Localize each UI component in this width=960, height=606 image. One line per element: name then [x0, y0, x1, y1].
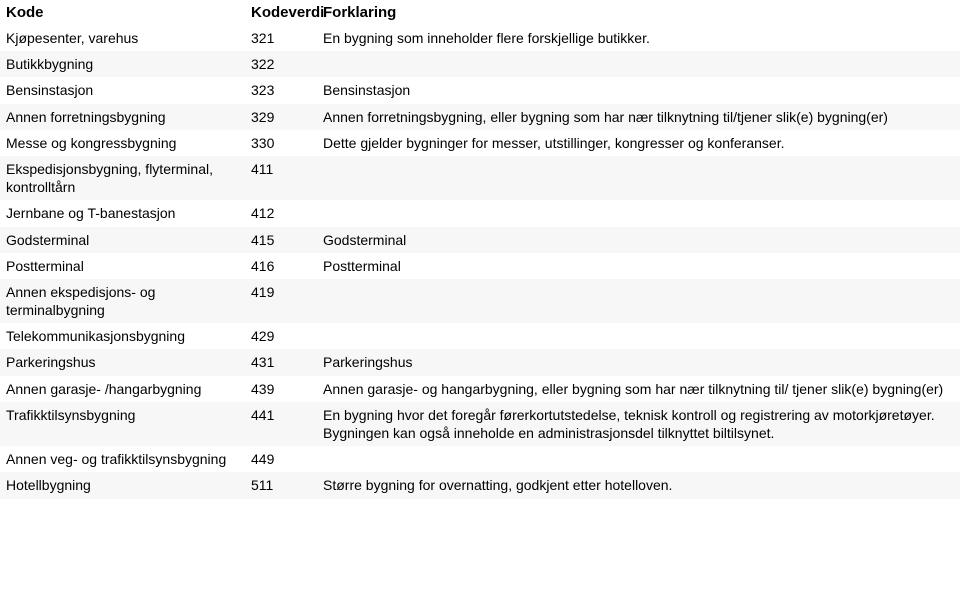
- table-row: Jernbane og T-banestasjon412: [0, 200, 960, 226]
- table-row: Annen garasje- /hangarbygning439Annen ga…: [0, 376, 960, 402]
- col-header-kode: Kode: [0, 0, 245, 25]
- cell-kodeverdi: 431: [245, 349, 317, 375]
- cell-forklaring: En bygning hvor det foregår førerkortuts…: [317, 402, 960, 446]
- cell-forklaring: Større bygning for overnatting, godkjent…: [317, 472, 960, 498]
- table-row: Hotellbygning511Større bygning for overn…: [0, 472, 960, 498]
- cell-kode: Annen ekspedisjons- og terminalbygning: [0, 279, 245, 323]
- cell-kode: Messe og kongressbygning: [0, 130, 245, 156]
- cell-kode: Ekspedisjonsbygning, flyterminal, kontro…: [0, 156, 245, 200]
- table-row: Bensinstasjon323Bensinstasjon: [0, 77, 960, 103]
- cell-kodeverdi: 441: [245, 402, 317, 446]
- cell-forklaring: [317, 279, 960, 323]
- cell-kodeverdi: 511: [245, 472, 317, 498]
- cell-kode: Trafikktilsynsbygning: [0, 402, 245, 446]
- cell-forklaring: Godsterminal: [317, 227, 960, 253]
- cell-forklaring: Annen garasje- og hangarbygning, eller b…: [317, 376, 960, 402]
- table-row: Trafikktilsynsbygning441En bygning hvor …: [0, 402, 960, 446]
- table-row: Annen veg- og trafikktilsynsbygning449: [0, 446, 960, 472]
- col-header-kodeverdi: Kodeverdi: [245, 0, 317, 25]
- cell-forklaring: Annen forretningsbygning, eller bygning …: [317, 104, 960, 130]
- cell-kodeverdi: 412: [245, 200, 317, 226]
- cell-kode: Jernbane og T-banestasjon: [0, 200, 245, 226]
- cell-kodeverdi: 322: [245, 51, 317, 77]
- cell-forklaring: Dette gjelder bygninger for messer, utst…: [317, 130, 960, 156]
- cell-kode: Parkeringshus: [0, 349, 245, 375]
- cell-forklaring: [317, 446, 960, 472]
- cell-kodeverdi: 429: [245, 323, 317, 349]
- cell-forklaring: En bygning som inneholder flere forskjel…: [317, 25, 960, 51]
- cell-kodeverdi: 321: [245, 25, 317, 51]
- cell-forklaring: [317, 200, 960, 226]
- cell-kodeverdi: 416: [245, 253, 317, 279]
- cell-forklaring: Parkeringshus: [317, 349, 960, 375]
- cell-kode: Annen garasje- /hangarbygning: [0, 376, 245, 402]
- table-row: Annen ekspedisjons- og terminalbygning41…: [0, 279, 960, 323]
- cell-kode: Kjøpesenter, varehus: [0, 25, 245, 51]
- cell-kode: Hotellbygning: [0, 472, 245, 498]
- table-row: Telekommunikasjonsbygning429: [0, 323, 960, 349]
- cell-kodeverdi: 415: [245, 227, 317, 253]
- cell-forklaring: [317, 323, 960, 349]
- table-row: Kjøpesenter, varehus321En bygning som in…: [0, 25, 960, 51]
- cell-kode: Postterminal: [0, 253, 245, 279]
- table-header-row: Kode Kodeverdi Forklaring: [0, 0, 960, 25]
- table-row: Godsterminal415Godsterminal: [0, 227, 960, 253]
- cell-kode: Butikkbygning: [0, 51, 245, 77]
- table-row: Messe og kongressbygning330Dette gjelder…: [0, 130, 960, 156]
- table-row: Postterminal416Postterminal: [0, 253, 960, 279]
- cell-kodeverdi: 419: [245, 279, 317, 323]
- cell-kodeverdi: 411: [245, 156, 317, 200]
- cell-forklaring: Bensinstasjon: [317, 77, 960, 103]
- cell-kode: Annen veg- og trafikktilsynsbygning: [0, 446, 245, 472]
- cell-kode: Annen forretningsbygning: [0, 104, 245, 130]
- cell-forklaring: [317, 156, 960, 200]
- cell-forklaring: [317, 51, 960, 77]
- code-table: Kode Kodeverdi Forklaring Kjøpesenter, v…: [0, 0, 960, 499]
- table-row: Ekspedisjonsbygning, flyterminal, kontro…: [0, 156, 960, 200]
- cell-kode: Bensinstasjon: [0, 77, 245, 103]
- cell-kodeverdi: 449: [245, 446, 317, 472]
- cell-kodeverdi: 439: [245, 376, 317, 402]
- cell-kode: Godsterminal: [0, 227, 245, 253]
- table-row: Butikkbygning322: [0, 51, 960, 77]
- table-row: Annen forretningsbygning329Annen forretn…: [0, 104, 960, 130]
- cell-kodeverdi: 330: [245, 130, 317, 156]
- cell-kodeverdi: 329: [245, 104, 317, 130]
- cell-kode: Telekommunikasjonsbygning: [0, 323, 245, 349]
- table-row: Parkeringshus431Parkeringshus: [0, 349, 960, 375]
- cell-forklaring: Postterminal: [317, 253, 960, 279]
- col-header-forklaring: Forklaring: [317, 0, 960, 25]
- cell-kodeverdi: 323: [245, 77, 317, 103]
